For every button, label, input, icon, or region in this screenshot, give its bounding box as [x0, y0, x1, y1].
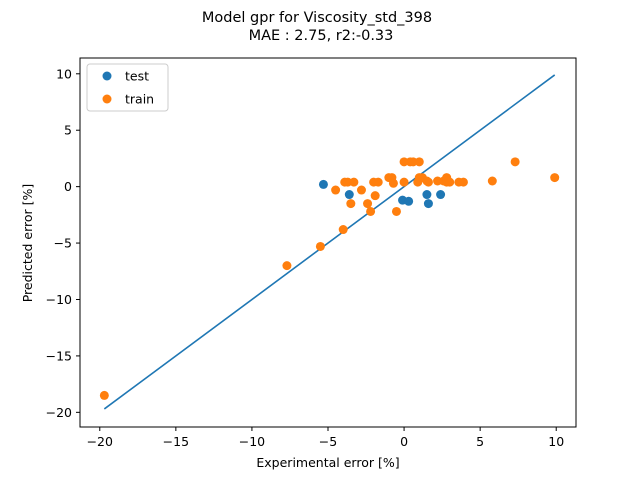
test-point-3 [404, 196, 414, 206]
chart-subtitle: MAE : 2.75, r2:-0.33 [249, 28, 394, 44]
x-tick-label: −20 [87, 434, 113, 449]
train-point-35 [458, 177, 468, 187]
train-point-7 [346, 199, 356, 209]
test-point-1 [344, 190, 354, 200]
test-point-6 [436, 190, 446, 200]
train-point-11 [366, 206, 376, 216]
y-axis-label: Predicted error [%] [20, 184, 35, 303]
y-tick-label: −15 [46, 348, 72, 363]
x-tick-label: 0 [400, 434, 408, 449]
legend: test train [86, 63, 169, 112]
train-point-2 [315, 241, 325, 251]
y-tick-label: 5 [64, 123, 72, 138]
train-point-10 [363, 199, 373, 209]
test-point-5 [423, 199, 433, 209]
x-tick-label: −15 [163, 434, 189, 449]
train-point-19 [399, 177, 409, 187]
x-tick-label: −10 [239, 434, 265, 449]
x-tick-label: −5 [319, 434, 337, 449]
x-axis-label: Experimental error [%] [256, 455, 399, 470]
train-point-38 [550, 173, 560, 183]
legend-marker-train [102, 94, 112, 104]
train-point-3 [331, 185, 341, 195]
train-point-1 [282, 261, 292, 271]
train-point-25 [414, 157, 424, 167]
legend-label-train: train [125, 92, 154, 107]
train-point-37 [510, 157, 520, 167]
train-point-14 [373, 177, 383, 187]
train-point-33 [445, 177, 455, 187]
chart-title: Model gpr for Viscosity_std_398 [202, 10, 432, 26]
y-tick-label: 0 [64, 179, 72, 194]
train-point-4 [338, 225, 348, 235]
y-tick-label: −5 [54, 236, 72, 251]
diagonal-reference-line [103, 74, 556, 410]
y-tick-label: −10 [46, 292, 72, 307]
train-point-13 [370, 191, 380, 201]
y-tick-label: 10 [56, 66, 72, 81]
train-point-36 [487, 176, 497, 186]
plot-area [99, 74, 560, 410]
test-point-0 [318, 179, 328, 189]
train-point-18 [391, 206, 401, 216]
legend-marker-test [102, 71, 112, 81]
train-point-28 [423, 177, 433, 187]
y-tick-label: −20 [46, 405, 72, 420]
train-point-9 [356, 185, 366, 195]
axes: −20 −15 −10 −5 0 5 10 −20 −15 −10 −5 0 5 10 [46, 57, 577, 449]
legend-label-test: test [125, 69, 149, 84]
x-tick-label: 5 [476, 434, 484, 449]
train-point-0 [99, 390, 109, 400]
test-point-4 [422, 190, 432, 200]
train-point-17 [388, 178, 398, 188]
x-tick-label: 10 [548, 434, 564, 449]
train-point-8 [349, 177, 359, 187]
